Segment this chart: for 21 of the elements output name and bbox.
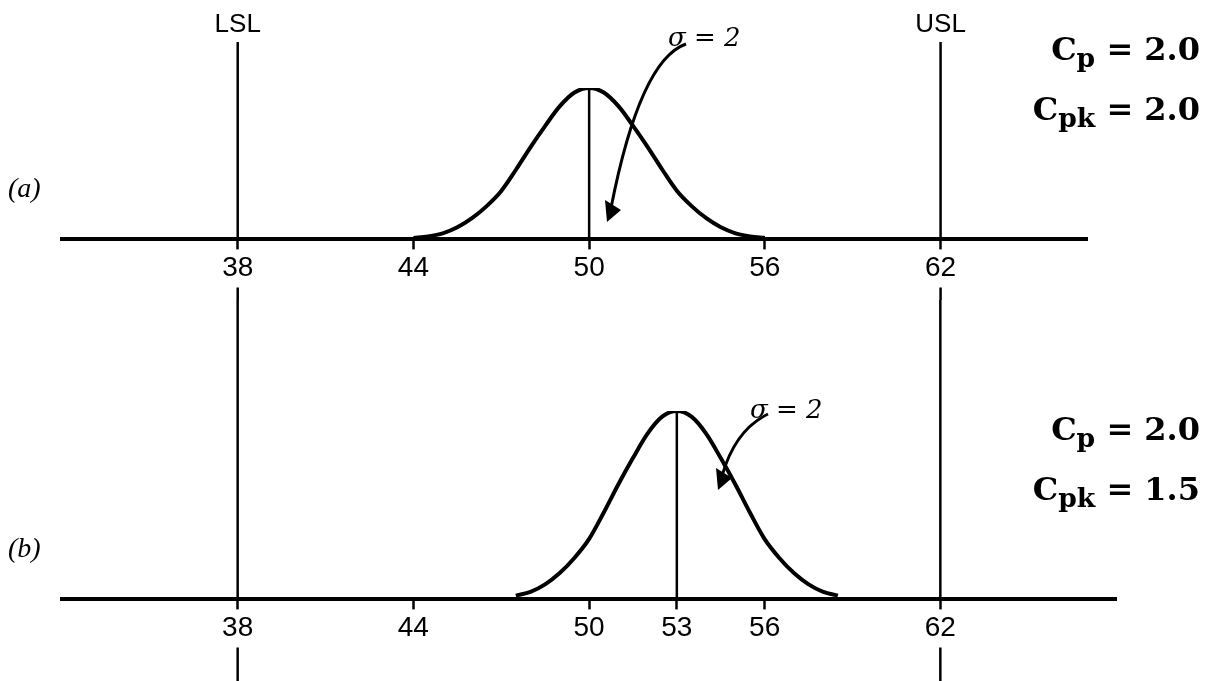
x-tick-label: 62 [924,610,956,642]
x-tick-label: 53 [661,610,693,642]
text: (b) [8,532,41,564]
text: σ = 2 [668,22,741,52]
x-tick-label: 56 [749,250,781,282]
x-tick-label: 50 [573,610,605,642]
x-tick-label: 44 [397,250,430,282]
ref-line-label: LSL [214,8,261,39]
x-tick-label: 56 [749,610,781,642]
annotation: C$_{pk}$ = 1.5 [1032,470,1200,514]
text: C$_{p}$ = 2.0 [1051,30,1200,74]
annotation: C$_{pk}$ = 2.0 [1032,90,1200,134]
x-tick-label: 44 [397,610,429,642]
x-tick-label: 50 [573,250,605,282]
ref-line-label: USL [915,8,966,39]
annotation: σ = 2 [750,394,823,424]
x-tick-label: 62 [924,250,957,282]
annotation: C$_{p}$ = 2.0 [1051,410,1200,454]
x-tick-label: 38 [222,250,254,282]
text: (a) [8,172,41,204]
x-tick-label: 38 [222,610,254,642]
